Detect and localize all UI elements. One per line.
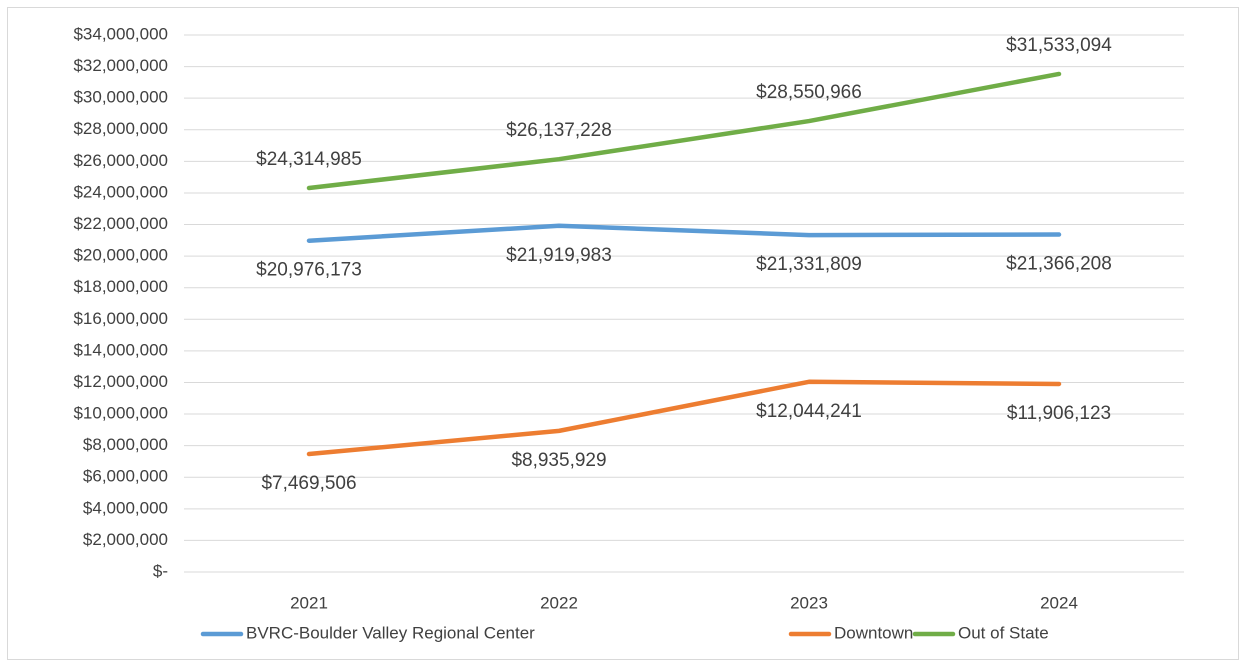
y-tick-label: $14,000,000 xyxy=(73,340,168,359)
data-label: $28,550,966 xyxy=(756,82,862,103)
y-tick-label: $10,000,000 xyxy=(73,404,168,423)
x-tick-label: 2024 xyxy=(1040,593,1078,612)
chart-border xyxy=(7,7,1239,660)
y-tick-label: $18,000,000 xyxy=(73,277,168,296)
y-tick-label: $32,000,000 xyxy=(73,56,168,75)
data-label: $21,919,983 xyxy=(506,245,612,266)
y-tick-label: $8,000,000 xyxy=(83,435,168,454)
legend-label: Out of State xyxy=(958,623,1049,642)
y-tick-label: $28,000,000 xyxy=(73,119,168,138)
data-label: $20,976,173 xyxy=(256,260,362,281)
line-series xyxy=(306,379,1062,457)
data-label: $24,314,985 xyxy=(256,149,362,170)
line-series xyxy=(306,71,1062,191)
data-label: $11,906,123 xyxy=(1007,403,1111,424)
y-tick-label: $30,000,000 xyxy=(73,88,168,107)
data-label: $21,366,208 xyxy=(1006,254,1112,275)
y-tick-label: $- xyxy=(153,561,168,580)
x-tick-label: 2022 xyxy=(540,593,578,612)
y-tick-label: $20,000,000 xyxy=(73,246,168,265)
data-label: $31,533,094 xyxy=(1006,35,1112,56)
y-tick-label: $6,000,000 xyxy=(83,467,168,486)
x-tick-label: 2021 xyxy=(290,593,328,612)
data-label: $7,469,506 xyxy=(261,473,356,494)
y-tick-label: $26,000,000 xyxy=(73,151,168,170)
data-label: $26,137,228 xyxy=(506,120,612,141)
y-tick-label: $22,000,000 xyxy=(73,214,168,233)
y-tick-label: $12,000,000 xyxy=(73,372,168,391)
y-tick-label: $34,000,000 xyxy=(73,24,168,43)
data-label: $12,044,241 xyxy=(756,401,862,422)
y-tick-label: $16,000,000 xyxy=(73,309,168,328)
y-tick-label: $4,000,000 xyxy=(83,498,168,517)
x-tick-label: 2023 xyxy=(790,593,828,612)
line-series xyxy=(306,223,1062,243)
legend-label: Downtown xyxy=(834,623,913,642)
data-label: $8,935,929 xyxy=(511,450,606,471)
y-tick-label: $2,000,000 xyxy=(83,530,168,549)
legend-label: BVRC-Boulder Valley Regional Center xyxy=(246,623,535,642)
data-label: $21,331,809 xyxy=(756,254,862,275)
y-tick-label: $24,000,000 xyxy=(73,182,168,201)
